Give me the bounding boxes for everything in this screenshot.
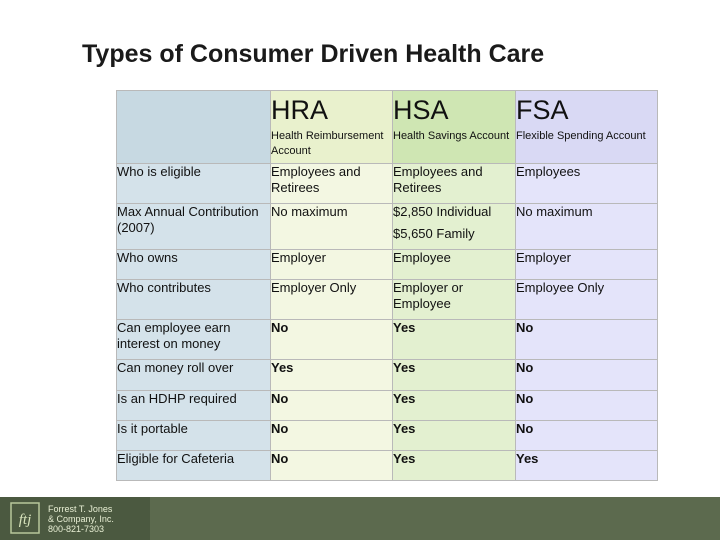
header-hsa: HSA Health Savings Account [392, 90, 516, 164]
plan-full-name: Flexible Spending Account [516, 130, 646, 142]
hra-value: No [270, 390, 393, 421]
hra-value: Employer [270, 249, 393, 280]
row-label: Can money roll over [116, 359, 271, 391]
row-label: Eligible for Cafeteria [116, 450, 271, 481]
hsa-value: Employees and Retirees [392, 163, 516, 204]
hra-value: No [270, 450, 393, 481]
plan-full-name: Health Savings Account [393, 130, 510, 142]
firm-phone: 800-821-7303 [48, 524, 105, 534]
hra-value: No maximum [270, 203, 393, 250]
hra-value: Employees and Retirees [270, 163, 393, 204]
table-row: Who is eligible Employees and Retirees E… [116, 163, 658, 204]
header-hra: HRA Health Reimbursement Account [270, 90, 393, 164]
plan-name: FSA [516, 95, 569, 125]
row-label: Max Annual Contribution (2007) [116, 203, 271, 250]
table-row: Can money roll over Yes Yes No [116, 359, 658, 391]
hra-value: No [270, 319, 393, 360]
hsa-value: Yes [392, 359, 516, 391]
hra-value: Yes [270, 359, 393, 391]
plan-name: HRA [271, 95, 329, 125]
hsa-value: Yes [392, 390, 516, 421]
company-logo: ftj [10, 502, 40, 534]
hsa-value: Yes [392, 420, 516, 451]
hsa-value: $2,850 Individual $5,650 Family [392, 203, 516, 250]
firm-name: Forrest T. Jones [48, 504, 113, 514]
fsa-value: Yes [515, 450, 658, 481]
table-row: Eligible for Cafeteria No Yes Yes [116, 450, 658, 481]
table-row: Who owns Employer Employee Employer [116, 249, 658, 280]
firm-name-line2: & Company, Inc. [48, 514, 114, 524]
table-row: Can employee earn interest on money No Y… [116, 319, 658, 360]
plan-full-name: Health Reimbursement Account [271, 130, 384, 157]
fsa-value: Employees [515, 163, 658, 204]
plan-name: HSA [393, 95, 449, 125]
fsa-value: No maximum [515, 203, 658, 250]
table-header-row: HRA Health Reimbursement Account HSA Hea… [116, 90, 658, 164]
row-label: Is an HDHP required [116, 390, 271, 421]
fsa-value: No [515, 359, 658, 391]
header-corner-cell [116, 90, 271, 164]
fsa-value: No [515, 420, 658, 451]
firm-info: Forrest T. Jones & Company, Inc. 800-821… [48, 504, 114, 534]
hsa-value-family: $5,650 Family [393, 226, 475, 241]
row-label: Is it portable [116, 420, 271, 451]
row-label: Can employee earn interest on money [116, 319, 271, 360]
hsa-value: Yes [392, 450, 516, 481]
hsa-value: Employer or Employee [392, 279, 516, 320]
logo-text: ftj [19, 512, 32, 528]
table-row: Who contributes Employer Only Employer o… [116, 279, 658, 320]
row-label: Who contributes [116, 279, 271, 320]
row-label: Who owns [116, 249, 271, 280]
table-row: Is it portable No Yes No [116, 420, 658, 451]
fsa-value: No [515, 390, 658, 421]
hsa-value: Employee [392, 249, 516, 280]
row-label: Who is eligible [116, 163, 271, 204]
hra-value: Employer Only [270, 279, 393, 320]
table-row: Is an HDHP required No Yes No [116, 390, 658, 421]
fsa-value: Employer [515, 249, 658, 280]
hsa-value: Yes [392, 319, 516, 360]
fsa-value: Employee Only [515, 279, 658, 320]
hsa-value-individual: $2,850 Individual [393, 204, 492, 219]
fsa-value: No [515, 319, 658, 360]
page-title: Types of Consumer Driven Health Care [82, 40, 545, 68]
table-row: Max Annual Contribution (2007) No maximu… [116, 203, 658, 250]
header-fsa: FSA Flexible Spending Account [515, 90, 658, 164]
comparison-table: HRA Health Reimbursement Account HSA Hea… [116, 90, 658, 481]
hra-value: No [270, 420, 393, 451]
